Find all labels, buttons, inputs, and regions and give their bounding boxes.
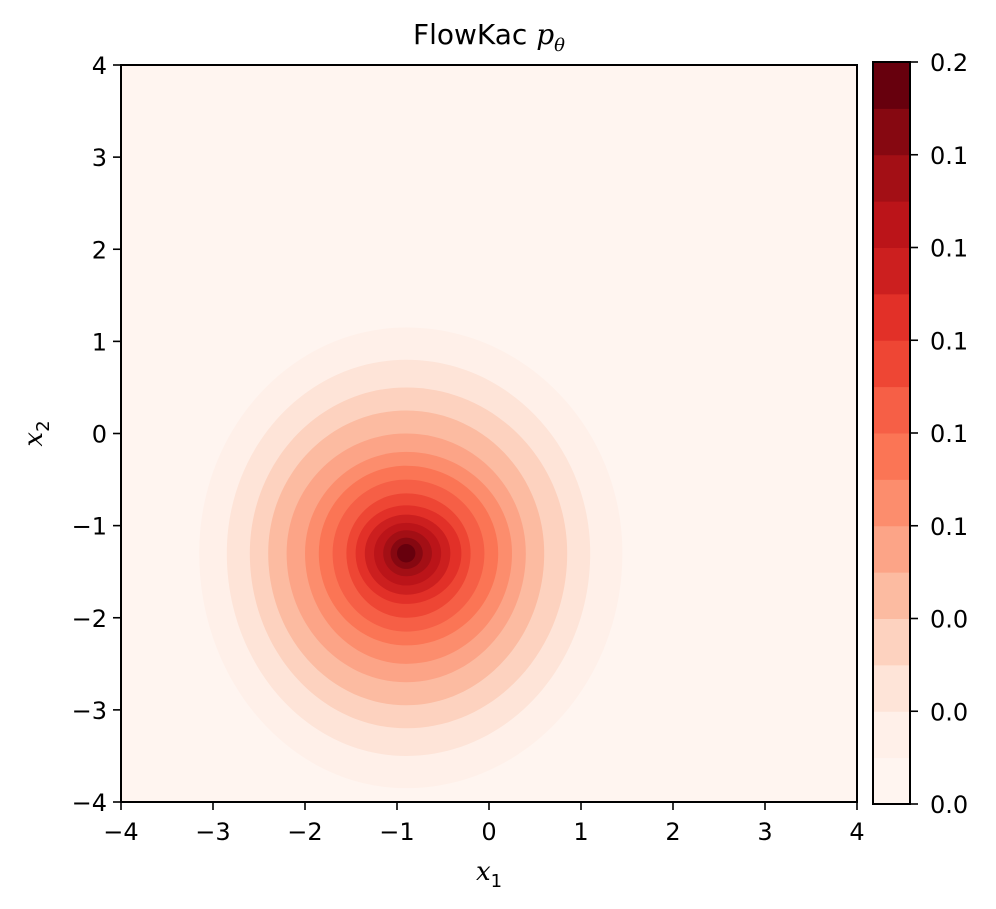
- colorbar-band: [873, 433, 910, 480]
- colorbar: [873, 62, 910, 805]
- title-math: p: [536, 18, 554, 51]
- colorbar-band: [873, 525, 910, 573]
- y-tick-label: 3: [92, 144, 107, 172]
- contour-level-14: [397, 544, 416, 563]
- colorbar-tick-label: 0.2: [930, 49, 968, 77]
- x-tick-label: 3: [757, 818, 772, 846]
- colorbar-band: [873, 479, 910, 527]
- colorbar-band: [873, 572, 910, 619]
- colorbar-tick-label: 0.0: [930, 698, 968, 726]
- y-tick-label: −2: [72, 605, 107, 633]
- colorbar-band: [873, 62, 910, 109]
- colorbar-band: [873, 711, 910, 759]
- title-math-sub: θ: [554, 35, 565, 56]
- y-axis-ticks: −4 −3 −2 −1 0 1 2 3 4: [72, 52, 121, 817]
- chart-title: FlowKac pθ: [413, 18, 565, 56]
- y-axis-label: x2: [19, 420, 54, 446]
- y-tick-label: −4: [72, 789, 107, 817]
- x-axis-ticks: −4 −3 −2 −1 0 1 2 3 4: [103, 802, 865, 846]
- y-tick-label: 0: [92, 421, 107, 449]
- colorbar-tick-label: 0.0: [930, 606, 968, 634]
- colorbar-band: [873, 664, 910, 712]
- colorbar-band: [873, 386, 910, 434]
- colorbar-tick-label: 0.1: [930, 142, 968, 170]
- x-tick-label: −4: [103, 818, 138, 846]
- colorbar-tick-label: 0.0: [930, 791, 968, 819]
- y-tick-label: 2: [92, 236, 107, 264]
- x-axis-label: x1: [476, 857, 502, 892]
- colorbar-band: [873, 201, 910, 248]
- x-tick-label: 0: [481, 818, 496, 846]
- x-tick-label: −2: [287, 818, 322, 846]
- colorbar-tick-label: 0.1: [930, 513, 968, 541]
- x-tick-label: 2: [665, 818, 680, 846]
- y-tick-label: −3: [72, 697, 107, 725]
- x-tick-label: 4: [849, 818, 864, 846]
- colorbar-tick-label: 0.1: [930, 327, 968, 355]
- colorbar-band: [873, 618, 910, 666]
- y-tick-label: 4: [92, 52, 107, 80]
- x-tick-label: −1: [379, 818, 414, 846]
- colorbar-ticks: 0.0 0.0 0.0 0.1 0.1 0.1 0.1 0.1 0.2: [910, 49, 968, 819]
- y-tick-label: −1: [72, 513, 107, 541]
- colorbar-band: [873, 293, 910, 341]
- colorbar-band: [873, 247, 910, 295]
- colorbar-band: [873, 108, 910, 156]
- x-tick-label: −3: [195, 818, 230, 846]
- colorbar-band: [873, 340, 910, 388]
- y-axis-label-sub: 2: [33, 420, 54, 431]
- contour-fills: [199, 327, 623, 789]
- colorbar-band: [873, 757, 910, 805]
- x-tick-label: 1: [573, 818, 588, 846]
- colorbar-band: [873, 154, 910, 202]
- y-tick-label: 1: [92, 328, 107, 356]
- x-axis-label-sub: 1: [491, 871, 502, 892]
- colorbar-tick-label: 0.1: [930, 235, 968, 263]
- colorbar-tick-label: 0.1: [930, 420, 968, 448]
